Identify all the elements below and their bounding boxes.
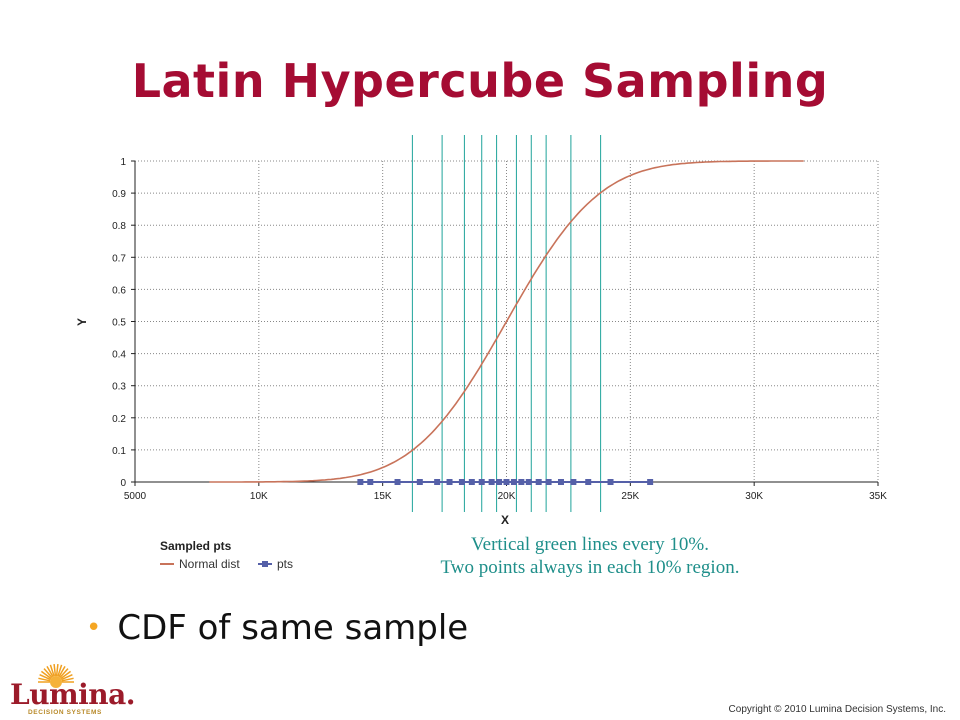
data-point-pts xyxy=(367,479,374,485)
data-point-pts xyxy=(446,479,453,485)
legend-label-pts: pts xyxy=(277,557,294,571)
y-tick-label: 1 xyxy=(120,157,126,168)
data-point-pts xyxy=(607,479,614,485)
x-tick-label: 5000 xyxy=(124,491,147,502)
data-point-pts xyxy=(394,479,401,485)
copyright-text: Copyright © 2010 Lumina Decision Systems… xyxy=(728,704,946,715)
sun-ray xyxy=(49,664,55,677)
legend-swatch-normal-dist xyxy=(160,563,174,565)
sun-ray xyxy=(46,666,54,678)
data-point-pts xyxy=(434,479,441,485)
data-point-pts xyxy=(647,479,654,485)
y-tick-label: 0.8 xyxy=(112,221,126,232)
y-tick-label: 0 xyxy=(120,478,126,489)
lumina-logo: Lumina. DECISION SYSTEMS xyxy=(6,656,136,720)
legend-label-normal-dist: Normal dist xyxy=(179,557,240,571)
data-point-pts xyxy=(357,479,364,485)
data-point-pts xyxy=(585,479,592,485)
y-tick-label: 0.2 xyxy=(112,414,126,425)
data-point-pts xyxy=(416,479,423,485)
data-point-pts xyxy=(510,479,517,485)
logo-wordmark: Lumina. xyxy=(10,678,136,711)
slide-title: Latin Hypercube Sampling xyxy=(131,54,829,108)
x-tick-label: 30K xyxy=(745,491,763,502)
data-point-pts xyxy=(503,479,510,485)
data-point-pts xyxy=(545,479,552,485)
x-tick-label: 35K xyxy=(869,491,887,502)
sun-ray xyxy=(43,668,53,679)
legend-title: Sampled pts xyxy=(160,539,232,553)
legend-swatch-pts xyxy=(258,561,272,567)
chart-series xyxy=(209,160,804,485)
bullet-text: CDF of same sample xyxy=(117,608,469,648)
annotation-line-2: Two points always in each 10% region. xyxy=(440,557,740,578)
y-tick-label: 0.9 xyxy=(112,189,126,200)
sun-ray xyxy=(58,666,66,678)
logo-subtitle: DECISION SYSTEMS xyxy=(28,709,102,716)
data-point-pts xyxy=(535,479,542,485)
sun-ray xyxy=(61,677,74,682)
x-axis-label: X xyxy=(501,513,509,527)
sun-ray xyxy=(40,670,52,680)
legend-item-pts: pts xyxy=(258,557,293,571)
x-tick-label: 15K xyxy=(374,491,392,502)
data-point-pts xyxy=(525,479,532,485)
chart-grid xyxy=(135,160,879,482)
y-axis-label: Y xyxy=(75,318,89,326)
bullet-item: • CDF of same sample xyxy=(86,608,468,648)
data-point-pts xyxy=(468,479,475,485)
y-tick-label: 0.4 xyxy=(112,350,126,361)
series-line-normal-dist xyxy=(209,160,804,483)
data-point-pts xyxy=(478,479,485,485)
sun-ray xyxy=(55,664,59,677)
data-point-pts xyxy=(557,479,564,485)
data-point-pts xyxy=(496,479,503,485)
data-point-pts xyxy=(488,479,495,485)
sun-ray xyxy=(61,674,73,681)
annotation-line-1: Vertical green lines every 10%. xyxy=(471,534,709,555)
sun-ray xyxy=(57,664,63,677)
x-tick-label: 10K xyxy=(250,491,268,502)
y-tick-label: 0.7 xyxy=(112,253,126,264)
data-point-pts xyxy=(570,479,577,485)
sun-ray xyxy=(59,668,69,679)
decile-lines xyxy=(411,135,602,512)
sun-ray xyxy=(53,664,57,677)
cdf-chart: 0 0.1 0.2 0.3 0.4 0.5 0.6 0.7 0.8 0.9 1 5000 10K 15K 2… xyxy=(75,135,887,527)
x-tick-label: 20K xyxy=(498,491,516,502)
legend-item-normal-dist: Normal dist xyxy=(160,557,240,571)
sun-ray xyxy=(38,677,51,682)
y-tick-label: 0.3 xyxy=(112,382,126,393)
sun-core xyxy=(50,676,62,688)
y-tick-label: 0.5 xyxy=(112,318,126,329)
data-point-pts xyxy=(518,479,525,485)
chart-annotation: Vertical green lines every 10%. Two poin… xyxy=(380,533,800,579)
y-tick-label: 0.6 xyxy=(112,285,126,296)
sun-burst-icon xyxy=(38,664,74,688)
x-tick-label: 25K xyxy=(621,491,639,502)
tick-labels: 0 0.1 0.2 0.3 0.4 0.5 0.6 0.7 0.8 0.9 1 5000 10K 15K 2… xyxy=(112,157,887,502)
y-tick-label: 0.1 xyxy=(112,446,126,457)
data-point-pts xyxy=(458,479,465,485)
sun-ray xyxy=(39,674,51,681)
bullet-dot-icon: • xyxy=(86,613,102,643)
sun-ray xyxy=(60,670,72,680)
